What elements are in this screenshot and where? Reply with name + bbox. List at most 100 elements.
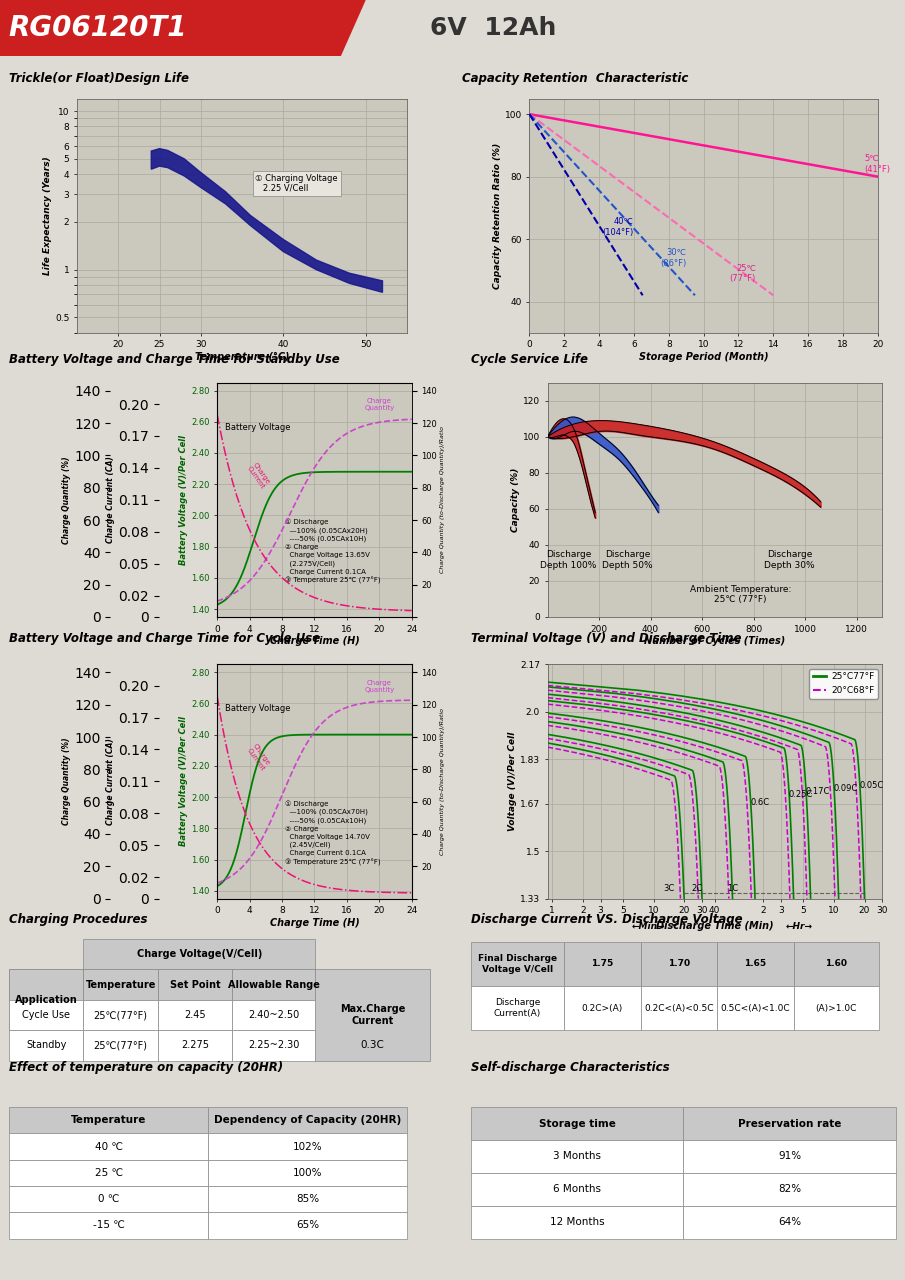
- Text: Standby: Standby: [26, 1041, 66, 1051]
- Text: Cycle Use: Cycle Use: [23, 1010, 71, 1020]
- Text: Application: Application: [14, 995, 78, 1005]
- FancyBboxPatch shape: [683, 1107, 896, 1140]
- Text: ① Discharge
  —100% (0.05CAx20H)
  ----50% (0.05CAx10H)
② Charge
  Charge Voltag: ① Discharge —100% (0.05CAx20H) ----50% (…: [285, 518, 381, 584]
- Text: 65%: 65%: [296, 1220, 319, 1230]
- FancyBboxPatch shape: [208, 1160, 407, 1187]
- Text: 0.2C>(A): 0.2C>(A): [582, 1004, 623, 1012]
- Text: 1.75: 1.75: [591, 960, 614, 969]
- X-axis label: Temperature (°C): Temperature (°C): [195, 352, 290, 362]
- Text: 0.05C: 0.05C: [860, 781, 884, 791]
- FancyBboxPatch shape: [233, 969, 315, 1000]
- FancyBboxPatch shape: [794, 942, 879, 986]
- Text: Storage time: Storage time: [538, 1119, 615, 1129]
- FancyBboxPatch shape: [9, 1133, 208, 1160]
- Text: 1C: 1C: [727, 884, 738, 893]
- FancyBboxPatch shape: [9, 1212, 208, 1239]
- FancyBboxPatch shape: [9, 1030, 83, 1061]
- Text: 5℃
(41°F): 5℃ (41°F): [864, 154, 890, 174]
- Text: 85%: 85%: [296, 1194, 319, 1204]
- Text: Charge Voltage(V/Cell): Charge Voltage(V/Cell): [137, 950, 262, 959]
- FancyBboxPatch shape: [157, 969, 233, 1000]
- Text: 82%: 82%: [778, 1184, 801, 1194]
- FancyBboxPatch shape: [208, 1133, 407, 1160]
- FancyBboxPatch shape: [9, 1160, 208, 1187]
- Text: Allowable Range: Allowable Range: [228, 979, 319, 989]
- FancyBboxPatch shape: [9, 1000, 83, 1030]
- Text: Max.Charge
Current: Max.Charge Current: [340, 1005, 405, 1025]
- Text: 100%: 100%: [293, 1167, 322, 1178]
- FancyBboxPatch shape: [564, 942, 641, 986]
- Y-axis label: Charge Quantity (%): Charge Quantity (%): [62, 737, 71, 826]
- Text: Battery Voltage and Charge Time for Standby Use: Battery Voltage and Charge Time for Stan…: [9, 353, 339, 366]
- FancyBboxPatch shape: [471, 942, 564, 986]
- Text: 0 ℃: 0 ℃: [98, 1194, 119, 1204]
- FancyBboxPatch shape: [233, 1000, 315, 1030]
- FancyBboxPatch shape: [9, 1000, 83, 1030]
- X-axis label: Discharge Time (Min): Discharge Time (Min): [656, 920, 774, 931]
- Text: 1.60: 1.60: [825, 960, 847, 969]
- Text: Preservation rate: Preservation rate: [738, 1119, 842, 1129]
- Text: Charge
Quantity: Charge Quantity: [364, 398, 395, 411]
- FancyBboxPatch shape: [315, 969, 430, 1061]
- Text: 0.09C: 0.09C: [834, 785, 858, 794]
- FancyBboxPatch shape: [9, 1187, 208, 1212]
- Text: 64%: 64%: [778, 1217, 801, 1228]
- Legend: 25°C77°F, 20°C68°F: 25°C77°F, 20°C68°F: [809, 669, 878, 699]
- Text: 0.2C<(A)<0.5C: 0.2C<(A)<0.5C: [644, 1004, 714, 1012]
- FancyBboxPatch shape: [157, 1030, 233, 1061]
- Text: Charge
Quantity: Charge Quantity: [364, 680, 395, 692]
- FancyBboxPatch shape: [794, 986, 879, 1030]
- Text: 2.45: 2.45: [185, 1010, 206, 1020]
- Text: 0.17C: 0.17C: [806, 787, 831, 796]
- Text: 2C: 2C: [691, 884, 703, 893]
- FancyBboxPatch shape: [233, 1030, 315, 1061]
- FancyBboxPatch shape: [83, 1000, 157, 1030]
- Text: Trickle(or Float)Design Life: Trickle(or Float)Design Life: [9, 72, 189, 84]
- Text: 25℃
(77°F): 25℃ (77°F): [729, 264, 756, 283]
- Text: Charge
Current: Charge Current: [245, 461, 272, 490]
- FancyBboxPatch shape: [683, 1172, 896, 1206]
- FancyBboxPatch shape: [641, 942, 718, 986]
- Text: 0.3C: 0.3C: [361, 1041, 385, 1051]
- Text: 0.25C: 0.25C: [789, 790, 814, 799]
- Text: RG06120T1: RG06120T1: [8, 14, 186, 42]
- Text: Set Point: Set Point: [170, 979, 221, 989]
- Text: 40 ℃: 40 ℃: [95, 1142, 122, 1152]
- Y-axis label: Charge Quantity (%): Charge Quantity (%): [62, 456, 71, 544]
- FancyBboxPatch shape: [83, 969, 157, 1000]
- FancyBboxPatch shape: [83, 940, 315, 969]
- Y-axis label: Charge Quantity (to-Discharge Quantity)/Ratio: Charge Quantity (to-Discharge Quantity)/…: [440, 426, 445, 573]
- Text: 3C: 3C: [662, 884, 674, 893]
- Text: Discharge
Depth 30%: Discharge Depth 30%: [765, 550, 815, 570]
- Polygon shape: [0, 0, 365, 56]
- Text: Temperature: Temperature: [85, 979, 156, 989]
- Text: 1.65: 1.65: [745, 960, 767, 969]
- Text: 6V  12Ah: 6V 12Ah: [430, 17, 557, 40]
- Text: 12 Months: 12 Months: [549, 1217, 605, 1228]
- FancyBboxPatch shape: [471, 1140, 683, 1172]
- Text: 25℃(77°F): 25℃(77°F): [94, 1010, 148, 1020]
- Text: (A)>1.0C: (A)>1.0C: [815, 1004, 857, 1012]
- Y-axis label: Charge Current (CA): Charge Current (CA): [107, 457, 116, 543]
- Y-axis label: Voltage (V)/Per Cell: Voltage (V)/Per Cell: [508, 732, 517, 831]
- FancyBboxPatch shape: [9, 969, 83, 1030]
- Y-axis label: Charge Current (CA): Charge Current (CA): [107, 739, 116, 824]
- Polygon shape: [151, 148, 383, 292]
- FancyBboxPatch shape: [718, 986, 794, 1030]
- Text: Cycle Service Life: Cycle Service Life: [471, 353, 587, 366]
- Text: Charging Procedures: Charging Procedures: [9, 913, 148, 925]
- Text: 102%: 102%: [293, 1142, 322, 1152]
- Text: 2.25~2.30: 2.25~2.30: [248, 1041, 300, 1051]
- FancyBboxPatch shape: [718, 942, 794, 986]
- FancyBboxPatch shape: [683, 1206, 896, 1239]
- Text: Ambient Temperature:
25℃ (77°F): Ambient Temperature: 25℃ (77°F): [690, 585, 791, 604]
- Text: 40℃
(104°F): 40℃ (104°F): [603, 218, 634, 237]
- Text: Self-discharge Characteristics: Self-discharge Characteristics: [471, 1061, 669, 1074]
- FancyBboxPatch shape: [683, 1140, 896, 1172]
- FancyBboxPatch shape: [9, 969, 83, 1000]
- Text: 25℃(77°F): 25℃(77°F): [94, 1041, 148, 1051]
- Text: Battery Voltage: Battery Voltage: [225, 422, 291, 431]
- Text: 91%: 91%: [778, 1152, 801, 1161]
- Text: 1.70: 1.70: [668, 960, 691, 969]
- Y-axis label: Battery Voltage (V)/Per Cell: Battery Voltage (V)/Per Cell: [179, 717, 188, 846]
